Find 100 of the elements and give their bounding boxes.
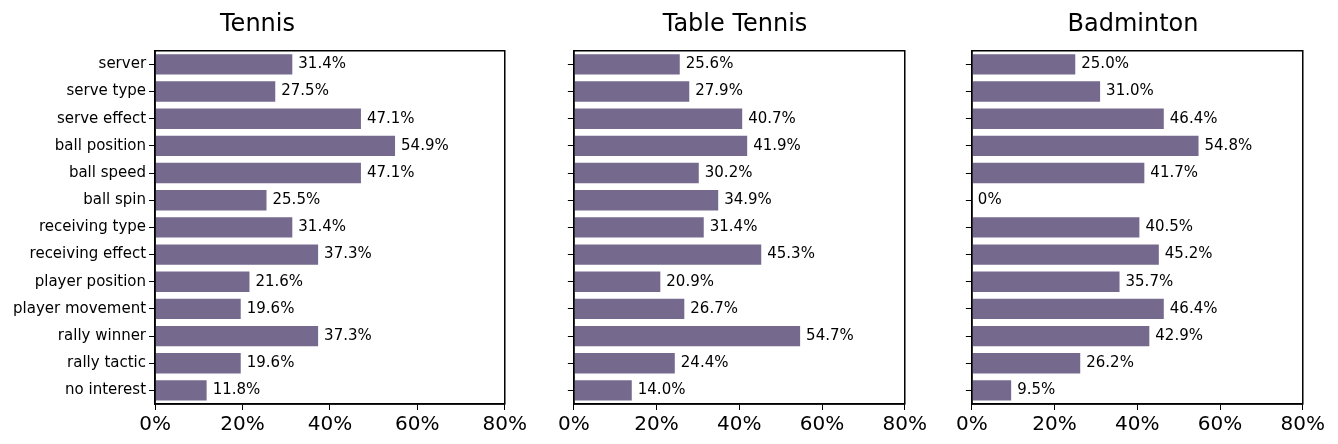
data-label: 20.9% <box>666 271 714 290</box>
y-tick-label: no interest <box>65 380 147 399</box>
x-tick-label: 0% <box>956 411 988 436</box>
data-label: 47.1% <box>366 108 415 127</box>
bar <box>574 271 661 292</box>
bar <box>155 217 293 238</box>
bar <box>574 54 680 75</box>
chart-title: Table Tennis <box>661 8 808 37</box>
data-label: 35.7% <box>1125 271 1174 290</box>
bar <box>574 81 690 102</box>
y-tick-label: ball speed <box>68 162 147 181</box>
x-tick-label: 60% <box>1197 411 1243 436</box>
bar <box>155 135 396 157</box>
x-tick-label: 80% <box>882 411 927 436</box>
data-label: 21.6% <box>255 271 304 290</box>
bar <box>574 217 704 238</box>
bar <box>972 81 1101 102</box>
x-tick-label: 40% <box>1115 411 1160 436</box>
bar <box>155 162 361 184</box>
bar <box>972 217 1140 238</box>
bar <box>574 325 801 347</box>
data-label: 19.6% <box>246 353 295 372</box>
data-label: 27.9% <box>695 81 743 100</box>
bar <box>574 190 719 211</box>
chart-title: Badminton <box>1067 8 1199 37</box>
y-tick-label: server <box>98 54 147 73</box>
data-label: 9.5% <box>1017 380 1056 399</box>
data-label: 30.2% <box>704 162 753 181</box>
x-tick-label: 20% <box>220 411 265 436</box>
x-tick-label: 80% <box>482 411 527 436</box>
bar <box>155 244 319 265</box>
data-label: 46.4% <box>1169 298 1218 317</box>
bar <box>972 271 1120 292</box>
data-label: 41.7% <box>1150 162 1199 181</box>
bar <box>155 325 319 347</box>
bar <box>972 135 1199 157</box>
bar <box>574 108 743 129</box>
bar <box>155 380 207 401</box>
bar <box>574 298 685 320</box>
bar <box>155 54 293 75</box>
y-tick-label: ball spin <box>83 190 147 209</box>
data-label: 19.6% <box>246 298 295 317</box>
bar <box>972 54 1076 75</box>
data-label: 40.5% <box>1145 217 1194 236</box>
data-label: 54.7% <box>806 325 854 344</box>
data-label: 45.2% <box>1164 244 1213 263</box>
data-label: 11.8% <box>212 380 261 399</box>
data-label: 46.4% <box>1169 108 1218 127</box>
bar <box>574 353 675 374</box>
y-tick-label: player position <box>34 271 147 290</box>
data-label: 24.4% <box>680 353 729 372</box>
bar <box>155 353 241 374</box>
data-label: 27.5% <box>281 81 329 100</box>
x-tick-label: 40% <box>717 411 762 436</box>
x-tick-label: 20% <box>634 411 679 436</box>
bar <box>972 244 1159 265</box>
data-label: 14.0% <box>637 380 686 399</box>
bar <box>972 162 1145 184</box>
x-tick-label: 20% <box>1032 411 1077 436</box>
data-label: 47.1% <box>366 162 415 181</box>
x-tick-label: 0% <box>139 411 171 436</box>
data-label: 45.3% <box>767 244 815 263</box>
y-tick-label: rally tactic <box>67 353 147 372</box>
bar <box>972 298 1164 320</box>
y-tick-label: ball position <box>54 135 147 154</box>
bar <box>574 135 748 157</box>
bar <box>972 108 1164 129</box>
x-tick-label: 80% <box>1280 411 1325 436</box>
x-tick-label: 0% <box>558 411 590 436</box>
data-label: 42.9% <box>1155 325 1203 344</box>
y-tick-label: player movement <box>13 298 147 317</box>
y-tick-label: receiving effect <box>29 244 147 263</box>
bar <box>574 162 699 184</box>
data-label: 54.8% <box>1204 135 1253 154</box>
x-tick-label: 40% <box>307 411 353 436</box>
y-tick-label: receiving type <box>38 217 147 236</box>
data-label: 31.0% <box>1106 81 1154 100</box>
bar <box>574 244 762 265</box>
data-label: 37.3% <box>324 244 372 263</box>
bar <box>155 271 250 292</box>
data-label: 31.4% <box>709 217 758 236</box>
data-label: 31.4% <box>298 217 346 236</box>
bar <box>155 190 267 211</box>
y-tick-label: serve effect <box>57 108 147 127</box>
bar <box>972 325 1150 347</box>
data-label: 31.4% <box>298 54 346 73</box>
bar <box>574 380 632 401</box>
data-label: 37.3% <box>324 325 372 344</box>
data-label: 25.0% <box>1081 54 1129 73</box>
x-tick-label: 60% <box>799 411 845 436</box>
data-label: 26.7% <box>690 298 738 317</box>
data-label: 26.2% <box>1086 353 1134 372</box>
bar <box>155 81 276 102</box>
bar <box>972 380 1012 401</box>
y-tick-label: rally winner <box>57 325 147 344</box>
data-label: 34.9% <box>724 190 772 209</box>
data-label: 25.6% <box>685 54 734 73</box>
data-label: 0% <box>977 190 1002 209</box>
bar <box>155 298 241 320</box>
chart-title: Tennis <box>219 8 295 37</box>
